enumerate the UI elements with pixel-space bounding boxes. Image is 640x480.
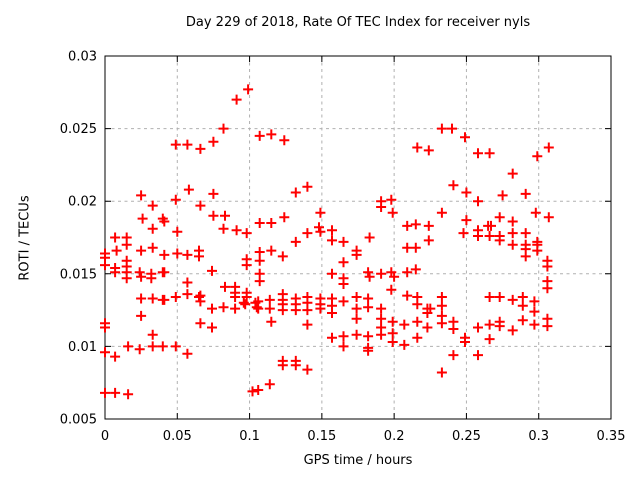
y-tick-label: 0.005 <box>60 413 97 428</box>
x-tick-label: 0.05 <box>163 429 192 444</box>
x-tick-label: 0.25 <box>452 429 481 444</box>
chart-title: Day 229 of 2018, Rate Of TEC Index for r… <box>185 15 531 30</box>
plot-border <box>104 55 612 420</box>
x-tick-label: 0.35 <box>597 429 626 444</box>
y-tick-label: 0.03 <box>68 50 97 65</box>
y-tick-label: 0.015 <box>60 267 97 282</box>
data-points-plus-markers <box>100 84 554 400</box>
x-tick-label: 0.1 <box>239 429 260 444</box>
x-tick-label: 0.3 <box>528 429 549 444</box>
x-tick-label: 0 <box>101 429 109 444</box>
y-tick-label: 0.02 <box>68 195 97 210</box>
axis-ticks <box>104 55 612 420</box>
x-axis-label: GPS time / hours <box>303 453 413 468</box>
y-tick-label: 0.01 <box>68 340 97 355</box>
y-tick-label: 0.025 <box>60 122 97 137</box>
x-tick-label: 0.2 <box>384 429 405 444</box>
x-tick-label: 0.15 <box>307 429 336 444</box>
